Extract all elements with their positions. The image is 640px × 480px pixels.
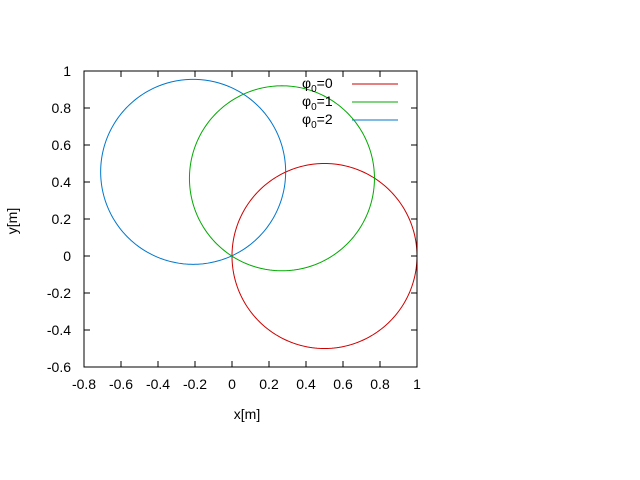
y-tick-label: -0.2 <box>47 285 71 301</box>
y-tick-label: 0 <box>63 248 71 264</box>
legend-item: φ0=0 <box>302 75 398 95</box>
x-tick-label: -0.6 <box>109 376 133 392</box>
x-tick-label: -0.8 <box>72 376 96 392</box>
series-line-2 <box>100 78 287 265</box>
legend-label: φ0=1 <box>302 93 333 113</box>
y-tick-label: -0.6 <box>47 359 71 375</box>
y-axis-title: y[m] <box>4 208 20 234</box>
y-tick-label: -0.4 <box>47 322 71 338</box>
y-tick-label: 1 <box>63 63 71 79</box>
y-tick-label: 0.6 <box>52 137 72 153</box>
x-axis-title: x[m] <box>234 406 260 422</box>
x-tick-label: 0.8 <box>370 376 390 392</box>
x-tick-label: -0.4 <box>146 376 170 392</box>
x-tick-label: 0.4 <box>296 376 316 392</box>
x-tick-label: 1 <box>413 376 421 392</box>
legend-label: φ0=0 <box>302 75 333 95</box>
series-line-0 <box>231 162 417 350</box>
legend: φ0=0φ0=1φ0=2 <box>302 75 398 131</box>
series-line-1 <box>188 85 375 272</box>
x-tick-label: -0.2 <box>183 376 207 392</box>
y-tick-label: 0.4 <box>52 174 72 190</box>
series-layer <box>100 78 417 350</box>
legend-item: φ0=1 <box>302 93 398 113</box>
ticks-layer: -0.8 -0.6 -0.4 -0.2 0 0.2 0.4 0.6 0.8 1-0.6-0.4-0… <box>47 63 421 392</box>
legend-label: φ0=2 <box>302 111 333 131</box>
x-tick-label: 0.2 <box>259 376 279 392</box>
x-tick-label: 0.6 <box>333 376 353 392</box>
legend-item: φ0=2 <box>302 111 398 131</box>
y-tick-label: 0.8 <box>52 100 72 116</box>
plot-frame <box>83 70 418 368</box>
y-tick-label: 0.2 <box>52 211 72 227</box>
x-tick-label: 0 <box>228 376 236 392</box>
